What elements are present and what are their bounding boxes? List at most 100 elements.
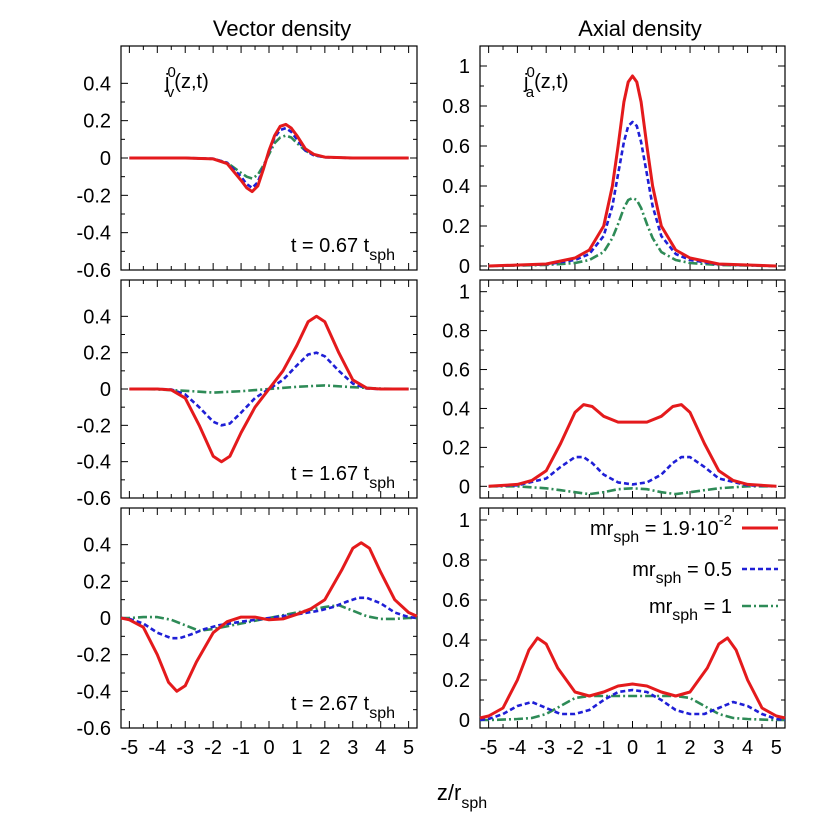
x-tick-label: 1 (291, 737, 302, 759)
column-title-axial: Axial density (578, 16, 702, 41)
y-tick-label: 0.8 (442, 321, 470, 343)
time-label-sub: sph (369, 475, 395, 492)
x-tick-label: 1 (656, 737, 667, 759)
time-label-text: t = 0.67 t (291, 235, 370, 257)
x-tick-label: 5 (771, 737, 782, 759)
column-title-vector: Vector density (213, 16, 351, 41)
legend-label-1: mrsph = 1.9·10-2 (590, 512, 732, 546)
panel-axial-t3: 10.80.60.40.20-5 -4 -3 -2 -1 0 1 2 3 4 5 (442, 507, 786, 759)
density-label-sup: 0 (526, 64, 534, 81)
y-tick-label: 0 (100, 148, 111, 170)
legend-label-3: mrsph = 1 (649, 596, 732, 624)
y-tick-label: -0.6 (77, 718, 111, 740)
y-tick-label: 1 (459, 510, 470, 532)
x-tick-label: -2 (204, 737, 222, 759)
x-tick-label: -3 (176, 737, 194, 759)
legend-prefix: mr (649, 596, 673, 618)
density-label-main: j (164, 71, 169, 93)
legend-sub: sph (656, 570, 682, 587)
y-tick-label: -0.6 (77, 260, 111, 282)
y-tick-label: 0.4 (83, 306, 111, 328)
legend-sup: -2 (719, 512, 732, 529)
x-tick-label: 3 (713, 737, 724, 759)
x-tick-label: -3 (537, 737, 555, 759)
panel-vector-t2: 0.4 0.2 0 -0.2 -0.4 -0.6 t = 1.67 tsph (77, 279, 418, 510)
series-line-2 (129, 351, 409, 427)
y-tick-label: 0.4 (83, 73, 111, 95)
x-tick-label: -1 (595, 737, 613, 759)
time-label-sub: sph (369, 705, 395, 722)
legend-label-2: mrsph = 0.5 (632, 559, 732, 587)
x-tick-label: -5 (480, 737, 498, 759)
y-tick-label: 0 (100, 379, 111, 401)
x-tick-label: 0 (263, 737, 274, 759)
y-tick-label: 0.2 (83, 111, 111, 133)
x-axis-label-sub: sph (461, 795, 487, 812)
y-tick-label: -0.2 (77, 415, 111, 437)
y-tick-label: 0.6 (442, 590, 470, 612)
series-line-2 (479, 688, 786, 722)
series-line-3 (121, 603, 417, 633)
density-label-sub: v (167, 84, 175, 101)
x-tick-label: 4 (375, 737, 386, 759)
x-axis-label: z/rsph (437, 780, 487, 812)
y-tick-label: -0.4 (77, 452, 111, 474)
series-line-2 (120, 596, 418, 640)
legend-text: = 1.9·10 (639, 518, 719, 540)
x-tick-label: 3 (347, 737, 358, 759)
y-tick-label: 0.2 (442, 437, 470, 459)
y-tick-label: 0.2 (442, 216, 470, 238)
y-tick-label: -0.6 (77, 488, 111, 510)
series-line-2 (488, 455, 777, 488)
y-tick-label: 0.4 (442, 398, 470, 420)
y-tick-label: 0.4 (442, 630, 470, 652)
x-tick-label: 2 (684, 737, 695, 759)
time-label: t = 0.67 tsph (291, 235, 395, 264)
time-label: t = 2.67 tsph (291, 693, 395, 722)
y-tick-label: -0.4 (77, 681, 111, 703)
density-label-sup: 0 (167, 64, 175, 81)
y-tick-label: 1 (459, 282, 470, 304)
x-tick-label: -1 (232, 737, 250, 759)
x-tick-label: -4 (148, 737, 166, 759)
x-tick-label: 5 (403, 737, 414, 759)
density-label-rest: (z,t) (174, 71, 208, 93)
y-tick-label: 0.4 (442, 176, 470, 198)
y-tick-label: 0 (459, 476, 470, 498)
series-line-1 (488, 403, 777, 488)
y-tick-label: 0 (459, 710, 470, 732)
y-tick-label: 0.2 (442, 670, 470, 692)
y-tick-label: 0.6 (442, 360, 470, 382)
x-tick-label: -2 (566, 737, 584, 759)
panel-vector-t3: 0.40.20-0.2-0.4-0.6-5 -4 -3 -2 -1 0 1 2 3 4 5t = 2… (77, 507, 418, 759)
legend-prefix: mr (590, 518, 614, 540)
y-tick-label: 0.4 (83, 535, 111, 557)
time-label-text: t = 1.67 t (291, 463, 370, 485)
x-tick-label: 4 (742, 737, 753, 759)
y-tick-label: 0 (100, 608, 111, 630)
legend-sub: sph (613, 529, 639, 546)
legend-sub: sph (672, 607, 698, 624)
y-tick-label: 0.8 (442, 96, 470, 118)
series-line-1 (129, 122, 409, 194)
series-line-2 (488, 120, 777, 268)
series-line-1 (479, 636, 786, 720)
x-tick-label: -5 (120, 737, 138, 759)
panels: 0.40.20-0.2-0.4-0.6j0 v(z,t)t = 0.67 tsph… (77, 45, 786, 759)
x-tick-label: -4 (509, 737, 527, 759)
panel-vector-t1: 0.40.20-0.2-0.4-0.6j0 v(z,t)t = 0.67 tsph (77, 45, 418, 282)
legend-prefix: mr (632, 559, 656, 581)
x-axis-label-main: z/r (437, 780, 461, 805)
density-label-sub: a (526, 84, 535, 101)
time-label-text: t = 2.67 t (291, 693, 370, 715)
series-line-1 (488, 74, 777, 268)
y-tick-label: 1 (459, 56, 470, 78)
legend-text: = 0.5 (681, 559, 732, 581)
series-line-1 (129, 314, 409, 464)
series-line-3 (480, 694, 785, 722)
series-line-3 (488, 484, 777, 496)
series-line-3 (488, 196, 777, 268)
y-tick-label: 0.8 (442, 550, 470, 572)
